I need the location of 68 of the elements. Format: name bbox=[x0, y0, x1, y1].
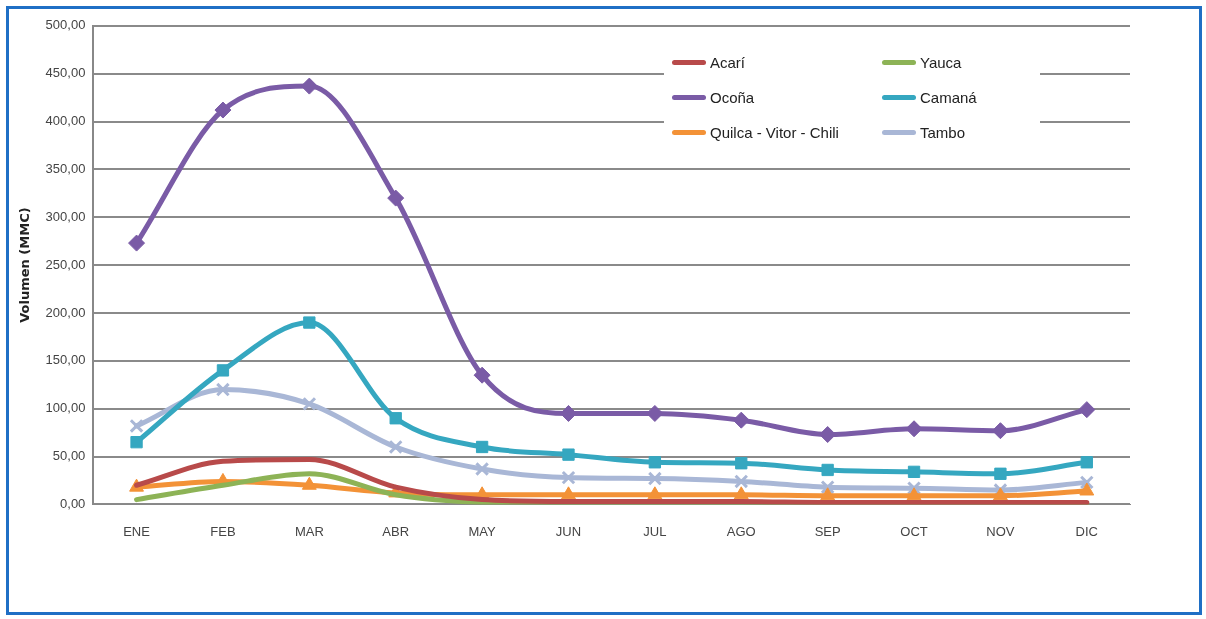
y-tick-label: 200,00 bbox=[45, 304, 86, 320]
point bbox=[561, 470, 576, 485]
y-tick-label: 450,00 bbox=[45, 65, 86, 81]
point bbox=[130, 436, 143, 449]
point bbox=[733, 486, 749, 500]
legend-label: Ocoña bbox=[710, 88, 755, 106]
point bbox=[1078, 401, 1096, 419]
point bbox=[473, 366, 491, 384]
point bbox=[128, 234, 146, 252]
y-tick-label: 500,00 bbox=[45, 17, 86, 33]
point bbox=[906, 487, 922, 501]
legend-label: Acarí bbox=[710, 53, 746, 71]
x-tick-label: SEP bbox=[814, 523, 841, 539]
legend-label: Yauca bbox=[920, 53, 962, 71]
point bbox=[389, 412, 402, 425]
point bbox=[648, 456, 662, 469]
y-tick-label: 50,00 bbox=[52, 448, 86, 464]
point bbox=[215, 382, 231, 397]
point bbox=[301, 476, 317, 490]
point bbox=[302, 396, 317, 412]
point bbox=[216, 364, 230, 377]
legend-label: Quilca - Vitor - Chili bbox=[710, 123, 839, 141]
x-tick-label: MAR bbox=[294, 523, 324, 539]
x-tick-label: AGO bbox=[726, 523, 756, 539]
x-tick-label: JUN bbox=[555, 523, 582, 539]
point bbox=[387, 189, 405, 207]
x-tick-label: NOV bbox=[986, 523, 1015, 539]
point bbox=[129, 418, 144, 434]
point bbox=[474, 461, 490, 477]
point bbox=[992, 487, 1008, 501]
point bbox=[732, 411, 750, 429]
point bbox=[388, 439, 403, 455]
point bbox=[907, 465, 921, 479]
x-tick-label: JUL bbox=[643, 523, 667, 539]
point bbox=[994, 467, 1007, 480]
y-tick-label: 350,00 bbox=[45, 160, 86, 176]
x-tick-label: ENE bbox=[123, 523, 151, 539]
y-tick-label: 150,00 bbox=[45, 352, 86, 368]
y-tick-label: 300,00 bbox=[45, 208, 86, 224]
point bbox=[303, 316, 316, 329]
point bbox=[1080, 456, 1093, 469]
point bbox=[905, 420, 923, 438]
point bbox=[820, 480, 835, 495]
y-tick-label: 250,00 bbox=[45, 256, 86, 272]
point bbox=[562, 448, 575, 461]
y-tick-label: 400,00 bbox=[45, 113, 86, 129]
x-tick-label: ABR bbox=[382, 523, 410, 539]
legend-label: Camaná bbox=[920, 88, 977, 106]
y-tick-label: 100,00 bbox=[45, 400, 86, 416]
x-tick-label: FEB bbox=[210, 523, 236, 539]
point bbox=[561, 486, 576, 500]
point bbox=[820, 487, 836, 501]
point bbox=[647, 486, 663, 500]
point bbox=[475, 440, 489, 454]
point bbox=[821, 463, 834, 477]
point bbox=[214, 101, 232, 119]
point bbox=[647, 471, 663, 486]
point bbox=[735, 457, 748, 470]
x-tick-label: MAY bbox=[468, 523, 497, 539]
x-tick-label: OCT bbox=[900, 523, 928, 539]
point bbox=[734, 474, 749, 489]
x-tick-label: DIC bbox=[1075, 523, 1098, 539]
point bbox=[906, 480, 922, 496]
point bbox=[1079, 482, 1095, 496]
y-axis-title: Volumen (MMC) bbox=[17, 207, 33, 323]
legend-label: Tambo bbox=[920, 123, 966, 141]
y-tick-label: 0,00 bbox=[60, 495, 86, 511]
point bbox=[1079, 475, 1094, 490]
